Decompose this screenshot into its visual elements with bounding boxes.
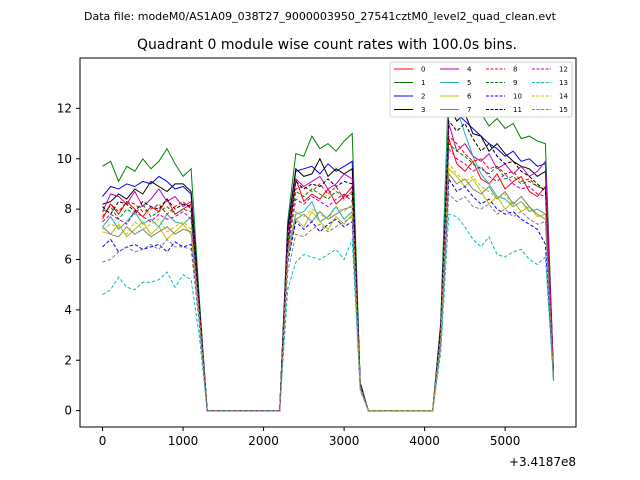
series-line-6: [102, 167, 554, 412]
series-line-2: [102, 99, 554, 412]
legend-label-7: 7: [467, 106, 471, 114]
series-line-5: [102, 88, 554, 412]
series-line-1: [102, 76, 554, 412]
y-tick-label: 8: [64, 202, 72, 216]
y-tick-label: 0: [64, 404, 72, 418]
x-tick-label: 2000: [248, 434, 279, 448]
series-lines: [102, 76, 554, 412]
series-line-7: [102, 172, 554, 412]
series-line-12: [102, 147, 554, 412]
y-axis: 0 2 4 6 8 10 12: [57, 101, 80, 418]
data-file-label: Data file: modeM0/AS1A09_038T27_90000039…: [84, 10, 557, 23]
legend-label-13: 13: [559, 79, 568, 87]
y-tick-label: 4: [64, 303, 72, 317]
series-line-9: [102, 142, 554, 412]
legend-label-2: 2: [421, 93, 425, 101]
legend-label-10: 10: [513, 93, 522, 101]
legend-label-0: 0: [421, 66, 425, 74]
x-tick-label: 5000: [490, 434, 521, 448]
legend-label-12: 12: [559, 66, 568, 74]
series-line-13: [102, 213, 554, 412]
legend-label-5: 5: [467, 79, 471, 87]
y-tick-label: 6: [64, 253, 72, 267]
series-line-4: [102, 123, 554, 412]
legend-label-15: 15: [559, 106, 568, 114]
y-tick-label: 10: [57, 152, 72, 166]
x-tick-label: 1000: [168, 434, 199, 448]
series-line-8: [102, 134, 554, 412]
y-tick-label: 12: [57, 101, 72, 115]
axes-frame: [79, 57, 577, 428]
legend-label-11: 11: [513, 106, 522, 114]
legend-label-14: 14: [559, 93, 568, 101]
legend-label-1: 1: [421, 79, 425, 87]
legend-label-4: 4: [467, 66, 472, 74]
series-line-14: [102, 162, 554, 412]
series-line-10: [102, 177, 554, 412]
legend-label-9: 9: [513, 79, 517, 87]
legend-label-3: 3: [421, 106, 425, 114]
legend-label-6: 6: [467, 93, 472, 101]
legend-label-8: 8: [513, 66, 517, 74]
x-tick-label: 3000: [329, 434, 360, 448]
x-tick-label: 0: [99, 434, 107, 448]
series-line-11: [102, 119, 554, 412]
x-axis: 0 1000 2000 3000 4000 5000: [99, 427, 521, 448]
y-tick-label: 2: [64, 353, 72, 367]
x-tick-label: 4000: [409, 434, 440, 448]
series-line-3: [102, 104, 554, 412]
x-offset-label: +3.4187e8: [509, 455, 576, 469]
chart-title: Quadrant 0 module wise count rates with …: [137, 37, 517, 53]
legend-box: [389, 61, 573, 118]
series-line-15: [102, 192, 554, 412]
